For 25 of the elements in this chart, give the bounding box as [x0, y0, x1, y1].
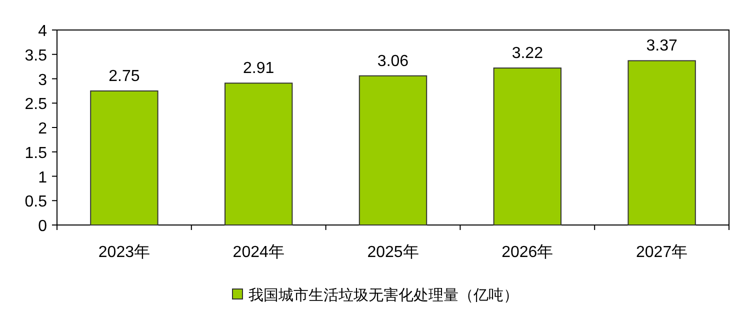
- y-tick-label: 2.5: [24, 96, 48, 114]
- data-label: 2.91: [243, 60, 274, 78]
- bar: [224, 82, 293, 226]
- y-tick-label: 0: [38, 218, 48, 235]
- bar: [358, 75, 428, 226]
- y-tick-label: 0.5: [24, 194, 48, 211]
- data-label: 3.06: [377, 52, 409, 70]
- x-tick-label: 2024年: [232, 244, 284, 261]
- x-tick-label: 2026年: [502, 244, 554, 261]
- bar: [90, 90, 158, 226]
- y-tick-label: 3: [38, 72, 48, 89]
- bar: [628, 60, 696, 226]
- x-tick-label: 2023年: [98, 244, 150, 261]
- y-tick-label: 1.5: [24, 144, 48, 162]
- y-tick-label: 1: [38, 169, 48, 186]
- data-label: 3.37: [646, 38, 678, 55]
- data-label: 2.75: [108, 68, 140, 85]
- x-tick-label: 2027年: [636, 244, 688, 261]
- bar: [493, 68, 562, 226]
- x-tick-label: 2025年: [367, 244, 419, 261]
- data-label: 3.22: [512, 45, 544, 62]
- legend-label: 我国城市生活垃圾无害化处理量（亿吨）: [248, 287, 518, 304]
- y-tick-label: 3.5: [24, 47, 48, 64]
- y-tick-label: 4: [38, 23, 48, 40]
- y-tick-label: 2: [38, 120, 48, 138]
